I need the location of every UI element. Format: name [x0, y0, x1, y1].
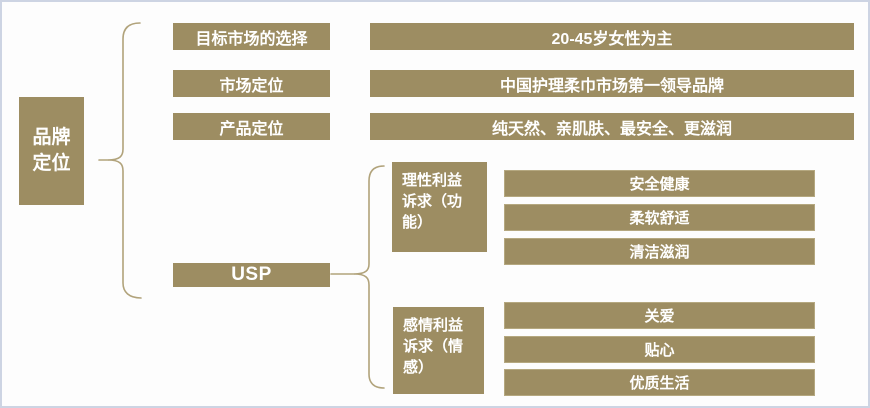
usp-curly-brace [353, 165, 385, 389]
node-market-positioning-label: 市场定位 [173, 70, 330, 97]
node-target-market-label: 目标市场的选择 [173, 23, 330, 50]
node-rational-benefit-label: 理性利益 诉求（功 能） [392, 162, 487, 252]
item-emotional-1: 关爱 [504, 302, 815, 329]
item-rational-2: 柔软舒适 [504, 204, 815, 231]
value-product-positioning: 纯天然、亲肌肤、最安全、更滋润 [370, 113, 854, 140]
item-rational-3: 清洁滋润 [504, 238, 815, 265]
value-market-positioning: 中国护理柔巾市场第一领导品牌 [370, 70, 854, 97]
node-usp-label: USP [173, 263, 330, 287]
node-emotional-benefit-label: 感情利益 诉求（情 感） [393, 307, 484, 394]
value-target-market: 20-45岁女性为主 [370, 23, 854, 50]
node-product-positioning-label: 产品定位 [173, 113, 330, 140]
item-emotional-3: 优质生活 [504, 369, 815, 396]
item-emotional-2: 贴心 [504, 336, 815, 363]
item-rational-1: 安全健康 [504, 170, 815, 197]
main-curly-brace [107, 22, 142, 299]
root-node-brand-positioning: 品牌 定位 [19, 97, 84, 205]
